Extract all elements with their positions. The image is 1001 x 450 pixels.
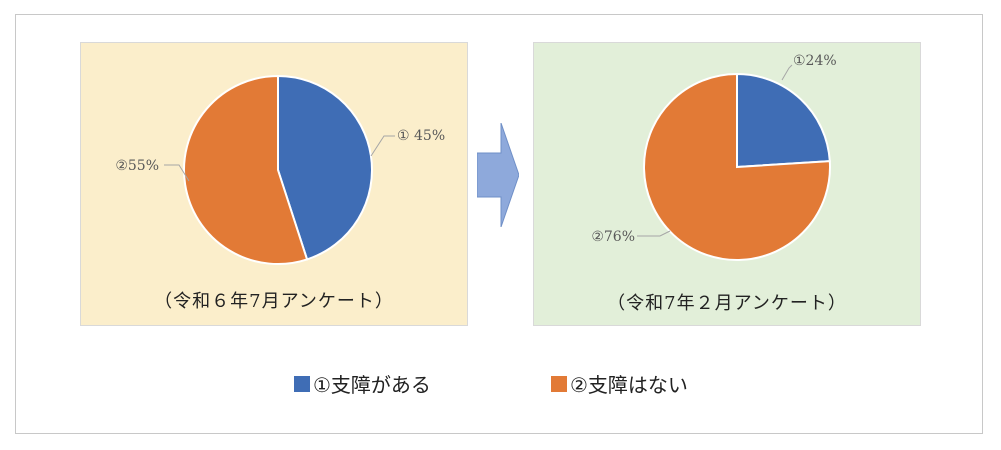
legend-item-no-issue: ②支障はない (551, 369, 688, 398)
pie-slice-has-issue (736, 72, 831, 169)
chart-panel-february-2025: ①24% ②76% （令和7年２月アンケート） (533, 42, 921, 326)
legend-label-has-issue: ①支障がある (313, 373, 431, 397)
legend-item-has-issue: ①支障がある (294, 369, 431, 398)
pie-slice-no-issue (183, 74, 309, 265)
leader-line (370, 135, 395, 157)
pie-slice-no-issue (643, 72, 831, 261)
data-label: ①24% (793, 53, 837, 69)
chart-legend: ①支障がある ②支障はない (0, 369, 1001, 401)
pie-chart-february-2025: ①24% ②76% (591, 53, 837, 261)
leader-line (637, 230, 671, 237)
chart-caption-july-2024: （令和６年7月アンケート） (154, 291, 394, 312)
legend-swatch-blue (294, 375, 310, 392)
legend-label-no-issue: ②支障はない (570, 373, 688, 397)
data-label: ① 45% (397, 128, 445, 144)
leader-line (164, 164, 190, 182)
data-label: ②55% (115, 158, 159, 174)
pie-chart-july-2024: ① 45% ②55% (115, 74, 445, 265)
data-label: ②76% (591, 229, 635, 245)
arrow-right-icon (477, 123, 519, 227)
legend-swatch-orange (551, 375, 567, 392)
chart-caption-february-2025: （令和7年２月アンケート） (607, 293, 847, 314)
pie-slice-has-issue (277, 74, 373, 261)
chart-panel-july-2024: ① 45% ②55% （令和６年7月アンケート） (80, 42, 468, 326)
leader-line (781, 64, 793, 81)
